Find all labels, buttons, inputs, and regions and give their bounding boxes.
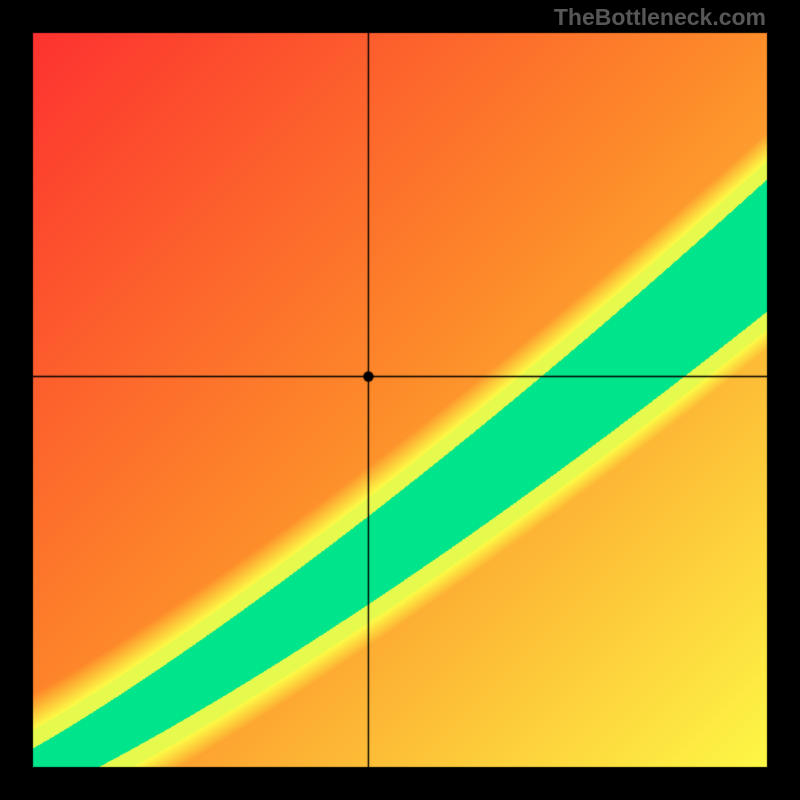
chart-container: TheBottleneck.com [0,0,800,800]
watermark-text: TheBottleneck.com [554,4,766,31]
heatmap-canvas [0,0,800,800]
